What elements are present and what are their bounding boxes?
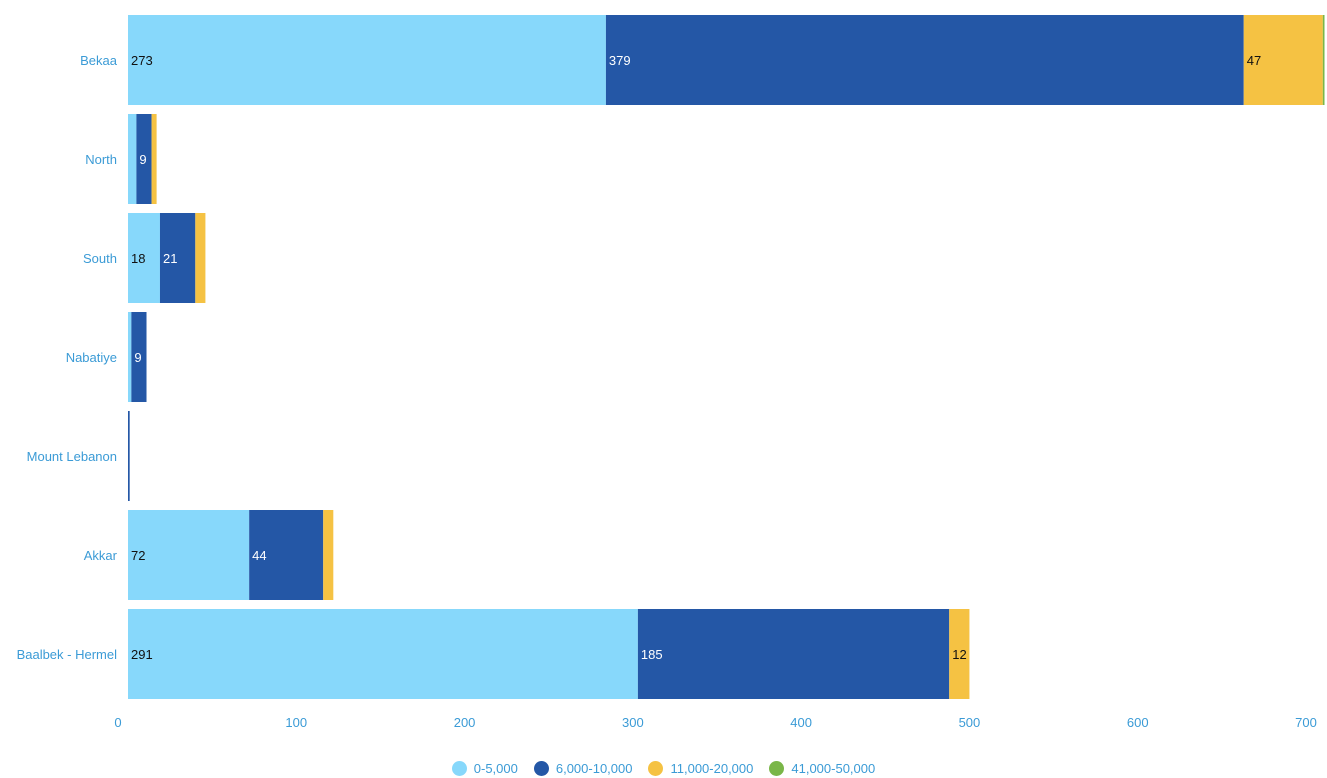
data-label: 273 xyxy=(131,53,153,68)
bar-segment xyxy=(128,15,606,105)
bar-segment xyxy=(195,213,206,303)
x-tick-label: 700 xyxy=(1295,715,1317,730)
category-label: Bekaa xyxy=(80,53,118,68)
legend-label: 11,000-20,000 xyxy=(670,760,754,776)
legend-swatch xyxy=(648,760,664,776)
bar-segment xyxy=(323,510,334,600)
data-label: 291 xyxy=(131,647,153,662)
legend-swatch xyxy=(769,760,785,776)
legend-swatch xyxy=(533,760,549,776)
bar-segment xyxy=(128,510,250,600)
bar-segment xyxy=(949,609,970,699)
bar-segment xyxy=(1243,15,1323,105)
category-label: North xyxy=(85,152,117,167)
category-label: Mount Lebanon xyxy=(27,449,117,464)
bar-segment xyxy=(136,114,152,204)
x-tick-label: 600 xyxy=(1127,715,1149,730)
legend-label: 6,000-10,000 xyxy=(555,760,633,776)
x-tick-label: 0 xyxy=(114,715,121,730)
x-tick-label: 100 xyxy=(285,715,307,730)
bar-segment xyxy=(128,213,160,303)
bar-segment xyxy=(131,312,147,402)
legend-item[interactable]: 6,000-10,000 xyxy=(533,760,633,776)
x-tick-label: 400 xyxy=(790,715,812,730)
category-label: Baalbek - Hermel xyxy=(17,647,118,662)
bar-segment xyxy=(128,114,137,204)
data-label: 12 xyxy=(952,647,966,662)
data-label: 44 xyxy=(252,548,266,563)
legend-swatch xyxy=(451,760,467,776)
x-tick-label: 500 xyxy=(959,715,981,730)
legend-item[interactable]: 41,000-50,000 xyxy=(769,760,876,776)
bar-segment xyxy=(249,510,324,600)
legend-label: 41,000-50,000 xyxy=(791,760,876,776)
data-label: 72 xyxy=(131,548,145,563)
legend-label: 0-5,000 xyxy=(473,760,518,776)
legend-item[interactable]: 0-5,000 xyxy=(451,760,518,776)
bar-segment xyxy=(151,114,157,204)
data-label: 47 xyxy=(1247,53,1261,68)
data-label: 18 xyxy=(131,251,145,266)
data-label: 21 xyxy=(163,251,177,266)
bar-segment xyxy=(605,15,1244,105)
category-label: Nabatiye xyxy=(66,350,117,365)
category-label: South xyxy=(83,251,117,266)
data-label: 185 xyxy=(641,647,663,662)
data-label: 9 xyxy=(134,350,141,365)
bar-segment xyxy=(128,609,638,699)
chart-legend: 0-5,000 6,000-10,000 11,000-20,000 41,000-5… xyxy=(0,758,1327,778)
bar-segment xyxy=(128,312,132,402)
legend-item[interactable]: 11,000-20,000 xyxy=(648,760,754,776)
x-tick-label: 200 xyxy=(454,715,476,730)
bar-segment xyxy=(1322,15,1325,105)
data-label: 9 xyxy=(139,152,146,167)
x-tick-label: 300 xyxy=(622,715,644,730)
bar-segment xyxy=(159,213,196,303)
category-label: Akkar xyxy=(84,548,118,563)
bar-segment xyxy=(637,609,950,699)
bar-segment xyxy=(128,411,130,501)
chart-plot: Bekaa North South Nabatiye Mount Lebanon Akka… xyxy=(17,15,1325,730)
data-label: 379 xyxy=(609,53,631,68)
